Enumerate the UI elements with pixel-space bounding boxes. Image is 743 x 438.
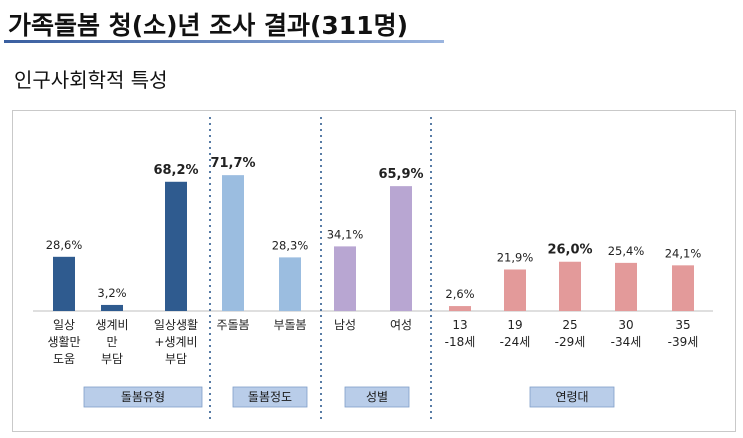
data-label: 71,7%: [210, 156, 255, 171]
category-label: 남성: [334, 318, 356, 332]
category-label: 부담: [101, 352, 123, 366]
group-label-box: [344, 386, 410, 408]
category-label: 19: [507, 318, 522, 332]
category-label: 만: [106, 335, 117, 349]
category-label: 생계비: [95, 318, 128, 332]
group-label: 돌봄유형: [121, 390, 165, 404]
category-label: 일상생활: [154, 318, 198, 332]
bar: [53, 256, 75, 311]
bar: [222, 175, 244, 311]
bar: [672, 265, 694, 311]
data-label: 65,9%: [378, 167, 423, 182]
group-label-box: [529, 386, 615, 408]
category-label: +생계비: [154, 335, 197, 349]
group-label-box: [232, 386, 308, 408]
category-label: 25: [562, 318, 577, 332]
bar: [504, 269, 526, 311]
category-label: 부담: [165, 352, 187, 366]
data-label: 24,1%: [665, 246, 702, 260]
category-label: -34세: [611, 335, 642, 349]
category-label: 도움: [53, 352, 75, 366]
data-label: 25,4%: [608, 244, 645, 258]
category-label: 35: [675, 318, 690, 332]
data-label: 68,2%: [153, 163, 198, 178]
bar: [390, 186, 412, 311]
title-underline: [4, 40, 444, 43]
bar: [449, 306, 471, 311]
data-label: 2,6%: [445, 287, 474, 301]
data-label: 34,1%: [327, 227, 364, 241]
bar: [101, 304, 123, 311]
group-label: 성별: [366, 390, 388, 404]
category-label: -29세: [555, 335, 586, 349]
group-label-box: [83, 386, 203, 408]
category-label: 30: [618, 318, 633, 332]
data-label: 3,2%: [97, 286, 126, 300]
data-label: 28,3%: [272, 238, 309, 252]
category-label: 13: [452, 318, 467, 332]
page-subtitle: 인구사회학적 특성: [14, 68, 168, 92]
category-label: -39세: [668, 335, 699, 349]
category-label: 생활만: [47, 335, 80, 349]
group-label: 돌봄정도: [248, 390, 292, 404]
page-title: 가족돌봄 청(소)년 조사 결과(311명): [8, 11, 409, 40]
group-label: 연령대: [555, 390, 588, 404]
bar: [165, 181, 187, 311]
bar: [279, 257, 301, 311]
category-label: -18세: [445, 335, 476, 349]
bar: [559, 261, 581, 311]
data-label: 28,6%: [46, 238, 83, 252]
category-label: 일상: [53, 318, 75, 332]
category-label: -24세: [500, 335, 531, 349]
category-label: 부돌봄: [273, 318, 306, 332]
bar: [615, 262, 637, 311]
data-label: 21,9%: [497, 251, 534, 265]
category-label: 주돌봄: [216, 318, 249, 332]
category-label: 여성: [390, 318, 412, 332]
bar: [334, 246, 356, 311]
data-label: 26,0%: [547, 243, 592, 258]
